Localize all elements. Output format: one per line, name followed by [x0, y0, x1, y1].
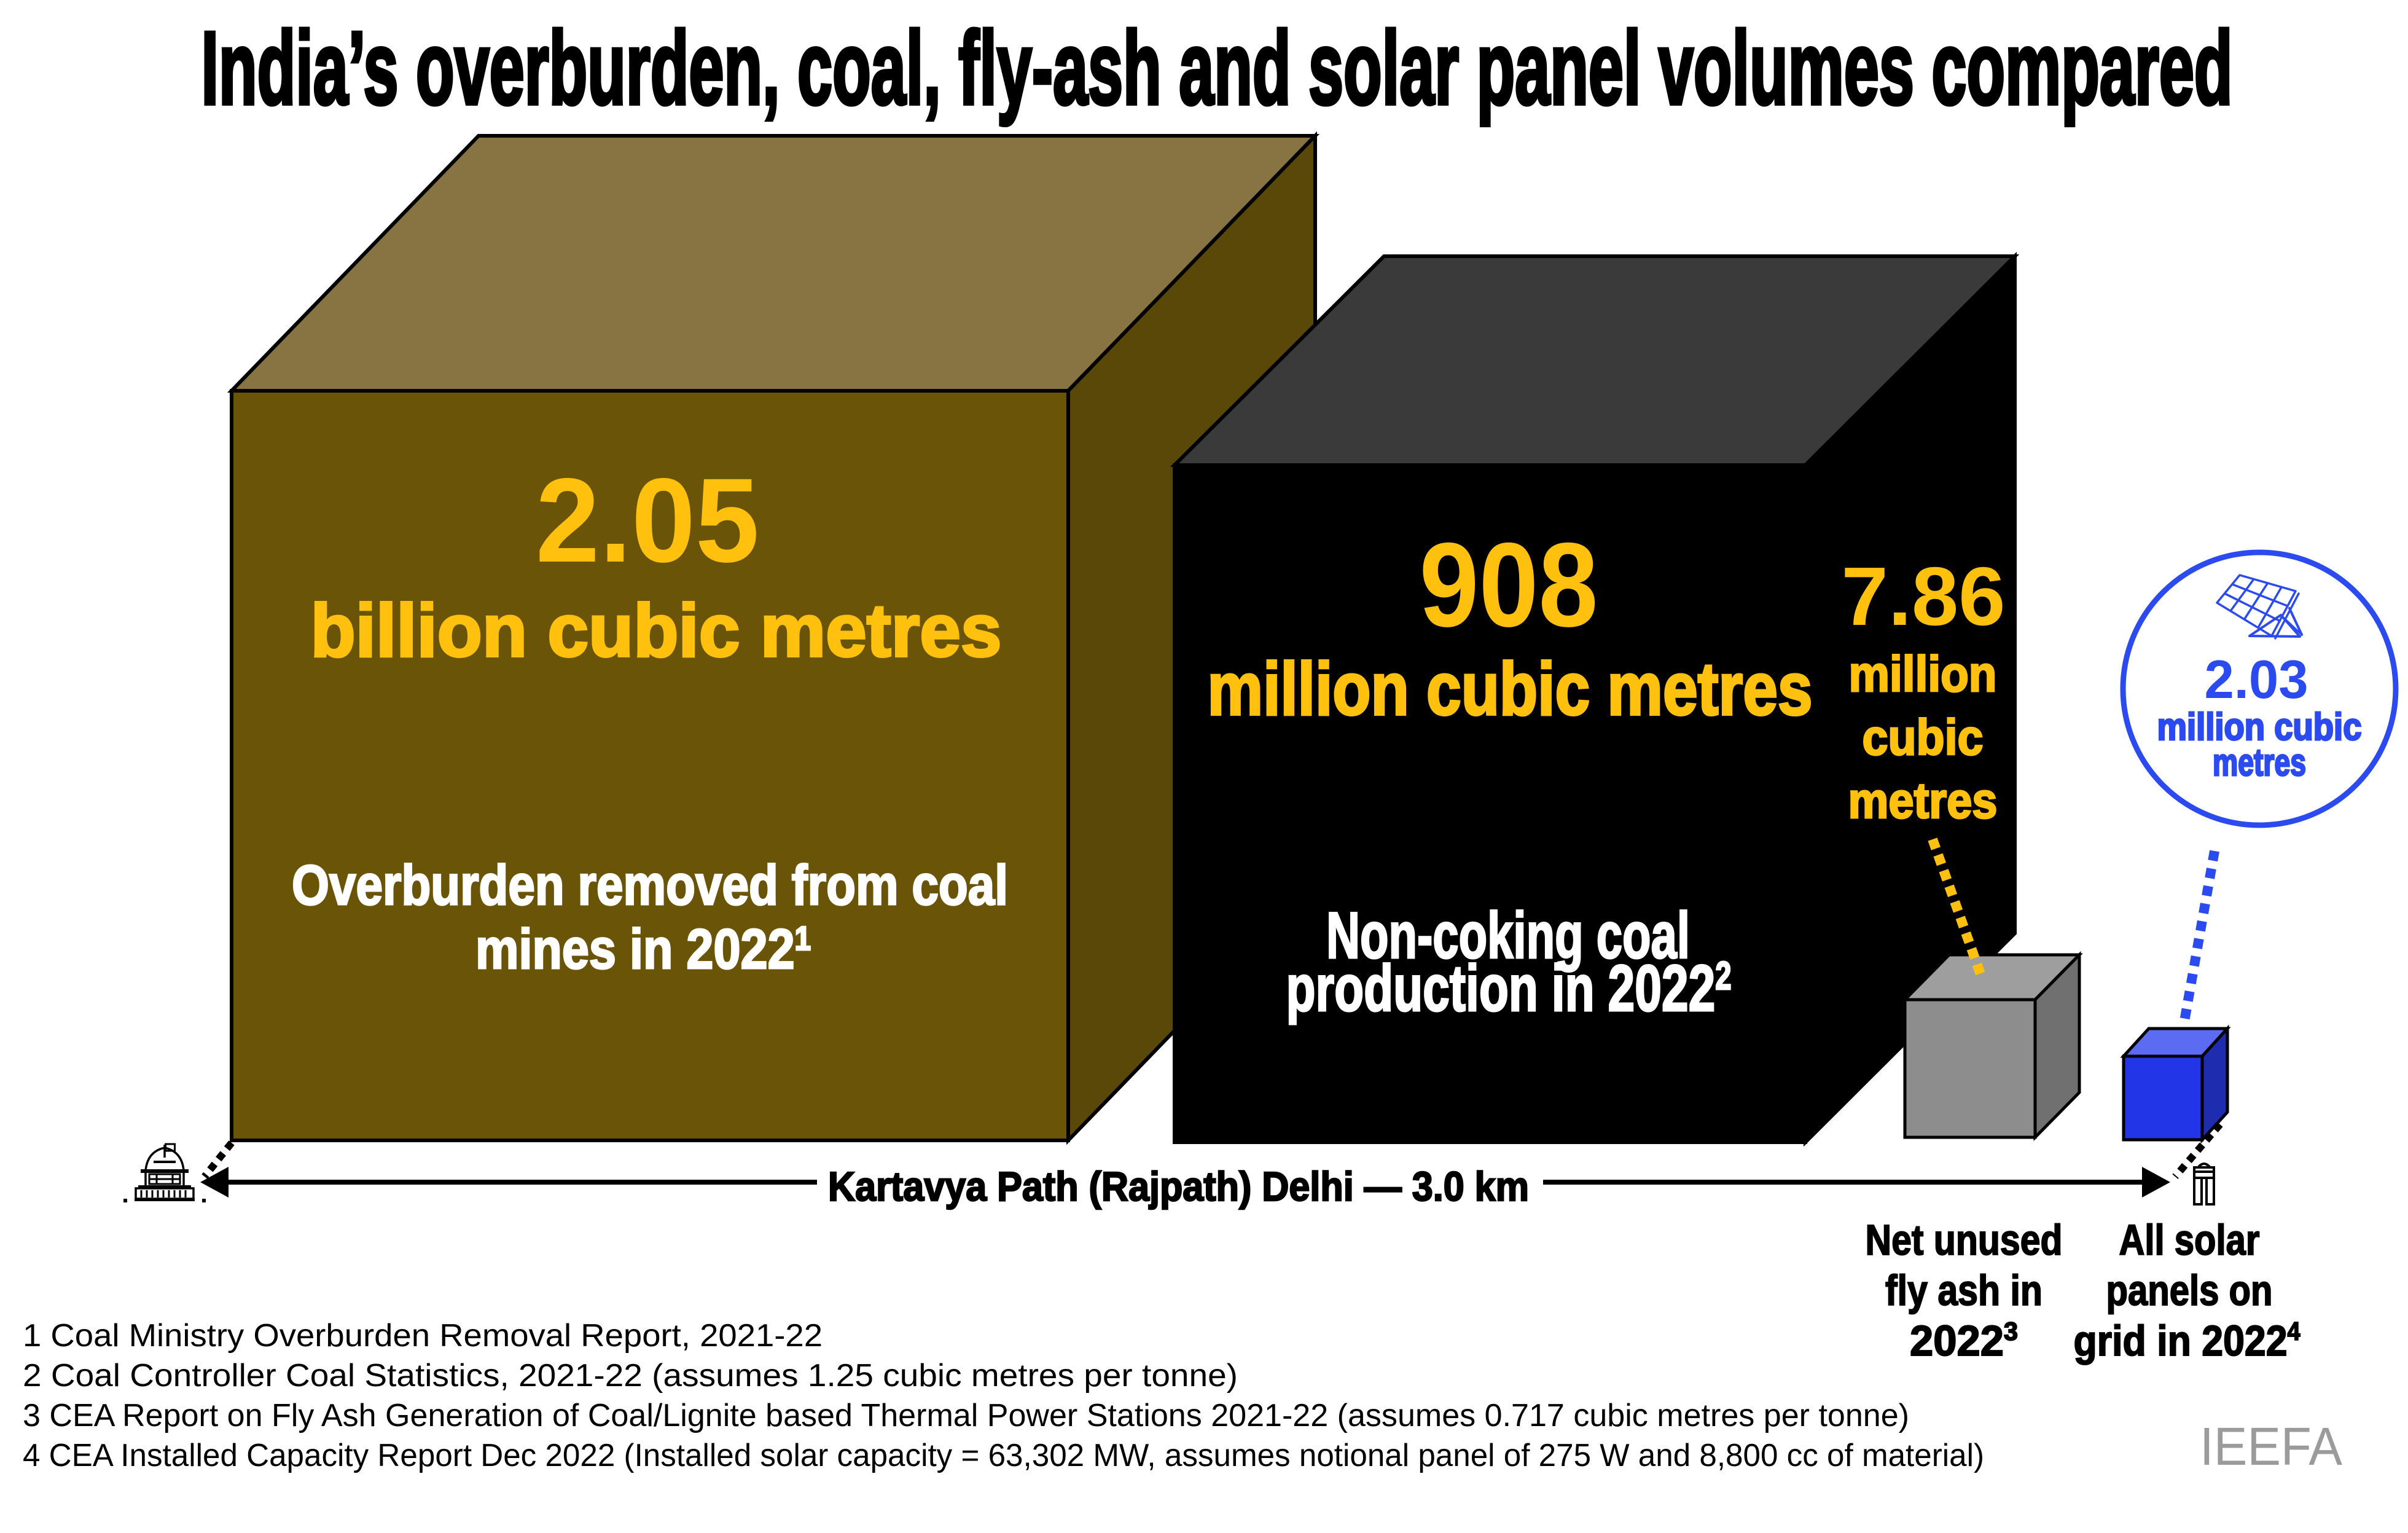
svg-text:Non-coking coal: Non-coking coal: [1326, 898, 1690, 972]
svg-text:panels on: panels on: [2106, 1266, 2273, 1314]
svg-text:Net unused: Net unused: [1866, 1216, 2063, 1264]
svg-text:mines in 20221: mines in 20221: [475, 918, 811, 981]
svg-text:grid in 20224: grid in 20224: [2074, 1317, 2301, 1365]
svg-text:7.86: 7.86: [1842, 550, 2006, 643]
svg-text:production in 20222: production in 20222: [1286, 951, 1732, 1025]
svg-text:All solar: All solar: [2119, 1216, 2260, 1264]
svg-text:Overburden removed from coal: Overburden removed from coal: [292, 854, 1008, 917]
svg-text:fly ash in: fly ash in: [1885, 1266, 2043, 1314]
svg-text:908: 908: [1420, 518, 1598, 652]
svg-text:billion cubic metres: billion cubic metres: [311, 589, 1002, 672]
svg-text:2.05: 2.05: [536, 453, 759, 587]
svg-text:million cubic: million cubic: [2157, 706, 2362, 748]
svg-text:2.03: 2.03: [2205, 649, 2308, 710]
svg-text:2 Coal Controller Coal Statist: 2 Coal Controller Coal Statistics, 2021-…: [23, 1358, 1238, 1394]
svg-text:million cubic metres: million cubic metres: [1208, 647, 1813, 731]
svg-text:3 CEA Report on Fly Ash Genera: 3 CEA Report on Fly Ash Generation of Co…: [23, 1398, 1909, 1433]
svg-text:India’s overburden, coal, fly-: India’s overburden, coal, fly-ash and so…: [201, 10, 2233, 126]
svg-text:1 Coal Ministry Overburden Rem: 1 Coal Ministry Overburden Removal Repor…: [23, 1318, 823, 1354]
svg-text:IEEFA: IEEFA: [2200, 1417, 2342, 1476]
svg-text:4 CEA Installed Capacity Repor: 4 CEA Installed Capacity Report Dec 2022…: [23, 1438, 1984, 1473]
svg-text:metres: metres: [1848, 773, 1998, 829]
svg-text:Kartavya Path (Rajpath) Delhi: Kartavya Path (Rajpath) Delhi — 3.0 km: [828, 1164, 1529, 1210]
svg-text:cubic: cubic: [1863, 710, 1984, 766]
svg-text:20223: 20223: [1910, 1317, 2018, 1365]
svg-text:million: million: [1849, 646, 1997, 702]
svg-text:metres: metres: [2213, 742, 2306, 784]
